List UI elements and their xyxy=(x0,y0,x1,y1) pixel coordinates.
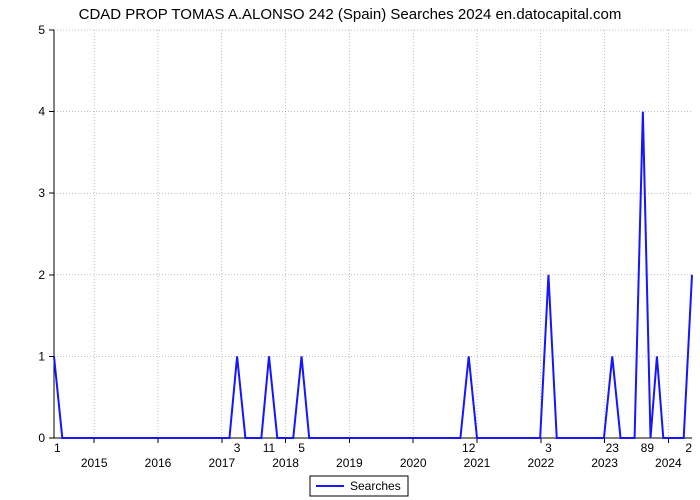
value-label: 2 xyxy=(685,441,692,455)
x-tick-label: 2018 xyxy=(272,456,299,470)
value-label: 5 xyxy=(298,441,305,455)
x-tick-label: 2017 xyxy=(208,456,235,470)
x-tick-label: 2019 xyxy=(336,456,363,470)
x-tick-label: 2021 xyxy=(464,456,491,470)
y-tick-label: 4 xyxy=(38,105,45,119)
value-label: 12 xyxy=(462,441,476,455)
value-label: 11 xyxy=(263,441,276,455)
value-label: 89 xyxy=(641,441,655,455)
legend-label: Searches xyxy=(350,479,401,493)
chart-title: CDAD PROP TOMAS A.ALONSO 242 (Spain) Sea… xyxy=(0,6,700,23)
value-label: 3 xyxy=(545,441,552,455)
y-tick-label: 2 xyxy=(38,268,45,282)
x-tick-label: 2016 xyxy=(145,456,172,470)
value-label: 1 xyxy=(54,441,61,455)
x-tick-label: 2023 xyxy=(591,456,618,470)
value-label: 3 xyxy=(234,441,241,455)
y-tick-label: 0 xyxy=(38,431,45,445)
x-tick-label: 2022 xyxy=(527,456,554,470)
y-tick-label: 1 xyxy=(38,349,45,363)
chart-svg: 0123452015201620172018201920202021202220… xyxy=(0,0,700,500)
y-tick-label: 5 xyxy=(38,23,45,37)
x-tick-label: 2020 xyxy=(400,456,427,470)
y-tick-label: 3 xyxy=(38,186,45,200)
chart-container: CDAD PROP TOMAS A.ALONSO 242 (Spain) Sea… xyxy=(0,0,700,500)
x-tick-label: 2024 xyxy=(655,456,682,470)
value-label: 23 xyxy=(606,441,620,455)
x-tick-label: 2015 xyxy=(81,456,108,470)
